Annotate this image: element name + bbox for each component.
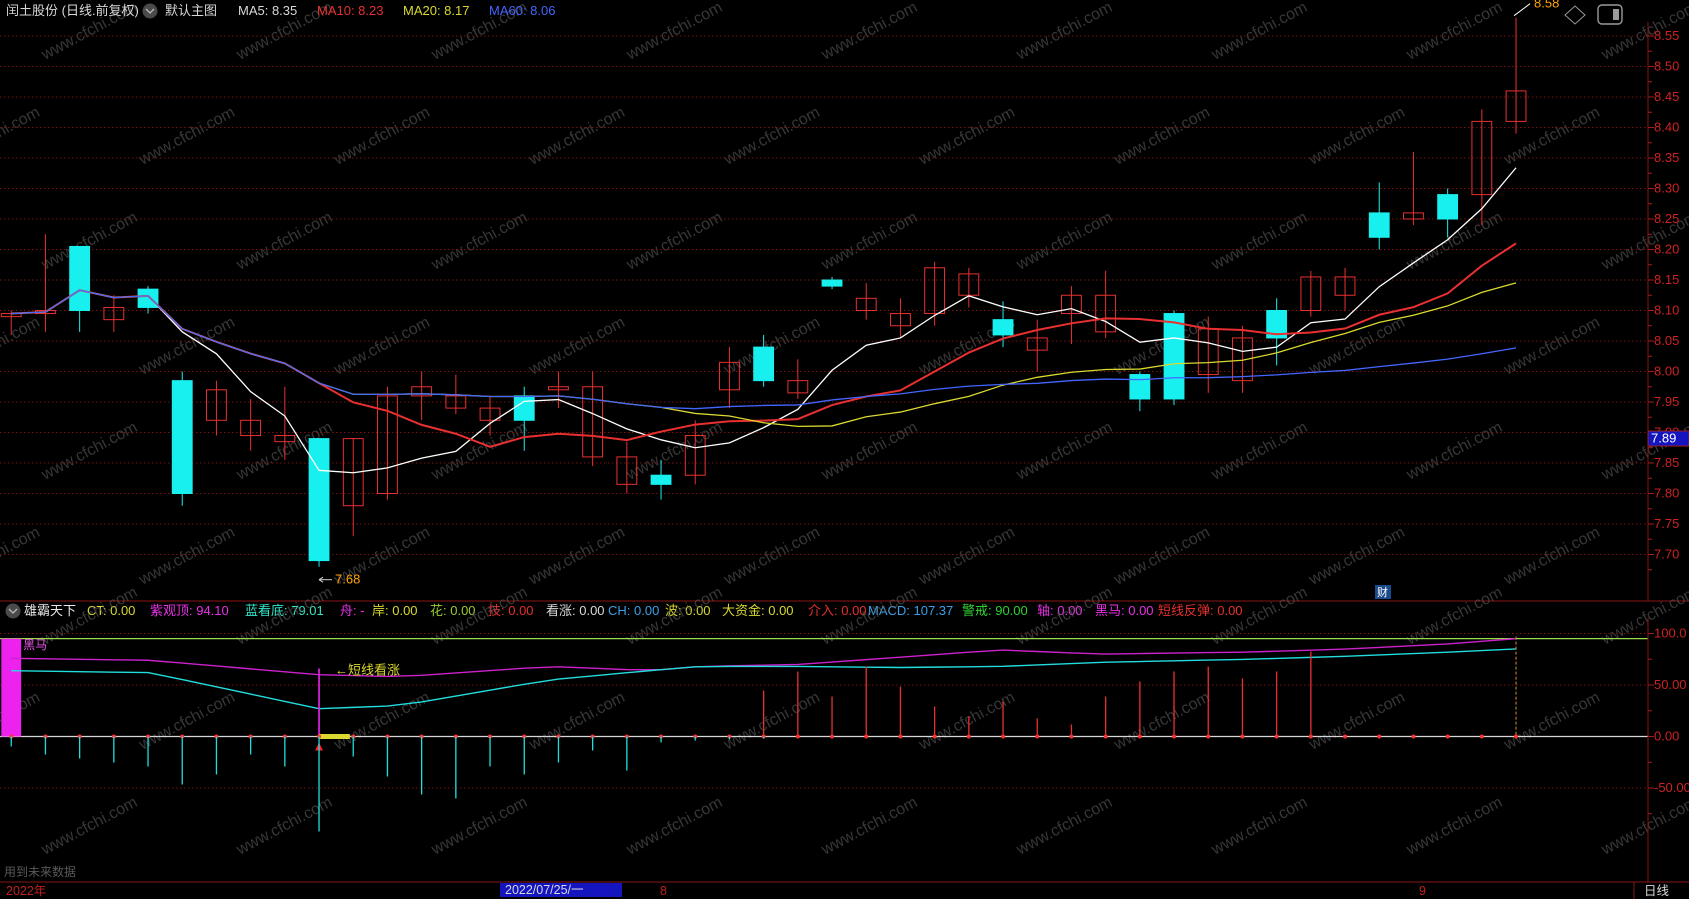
svg-text:2022年: 2022年 xyxy=(6,884,46,898)
svg-text:日线: 日线 xyxy=(1644,884,1670,898)
svg-text:0.00: 0.00 xyxy=(1654,729,1679,744)
svg-text:大资金: 0.00: 大资金: 0.00 xyxy=(722,603,794,618)
svg-text:看涨: 0.00: 看涨: 0.00 xyxy=(546,603,605,618)
svg-text:8.55: 8.55 xyxy=(1654,28,1679,43)
svg-text:8.25: 8.25 xyxy=(1654,211,1679,226)
svg-text:MA20: 8.17: MA20: 8.17 xyxy=(403,3,470,18)
svg-text:2022/07/25/一: 2022/07/25/一 xyxy=(505,883,584,897)
svg-text:MA10: 8.23: MA10: 8.23 xyxy=(317,3,384,18)
svg-text:8.20: 8.20 xyxy=(1654,242,1679,257)
svg-text:MA5: 8.35: MA5: 8.35 xyxy=(238,3,297,18)
svg-text:8.15: 8.15 xyxy=(1654,272,1679,287)
svg-text:闰土股份 (日线.前复权): 闰土股份 (日线.前复权) xyxy=(6,3,139,18)
svg-text:7.68: 7.68 xyxy=(335,572,360,587)
svg-text:MA60: 8.06: MA60: 8.06 xyxy=(489,3,556,18)
svg-text:黑马: 0.00: 黑马: 0.00 xyxy=(1095,603,1154,618)
svg-text:8.30: 8.30 xyxy=(1654,181,1679,196)
svg-text:默认主图: 默认主图 xyxy=(165,3,217,18)
svg-text:CH: 0.00: CH: 0.00 xyxy=(608,603,659,618)
svg-text:50.00: 50.00 xyxy=(1654,677,1687,692)
svg-text:8.40: 8.40 xyxy=(1654,120,1679,135)
svg-text:7.70: 7.70 xyxy=(1654,547,1679,562)
svg-text:财: 财 xyxy=(1377,585,1388,599)
svg-text:8: 8 xyxy=(660,884,667,898)
svg-text:黑马: 黑马 xyxy=(23,638,47,652)
svg-text:7.80: 7.80 xyxy=(1654,486,1679,501)
svg-text:雄霸天下: 雄霸天下 xyxy=(24,603,76,618)
svg-text:7.75: 7.75 xyxy=(1654,516,1679,531)
svg-text:8.35: 8.35 xyxy=(1654,150,1679,165)
svg-text:7.89: 7.89 xyxy=(1651,431,1676,446)
svg-text:8.00: 8.00 xyxy=(1654,364,1679,379)
svg-text:8.50: 8.50 xyxy=(1654,59,1679,74)
svg-text:7.85: 7.85 xyxy=(1654,455,1679,470)
svg-text:警戒: 90.00: 警戒: 90.00 xyxy=(962,603,1028,618)
svg-text:9: 9 xyxy=(1419,884,1426,898)
svg-text:7.95: 7.95 xyxy=(1654,394,1679,409)
svg-text:8.58: 8.58 xyxy=(1534,0,1559,11)
svg-text:8.10: 8.10 xyxy=(1654,303,1679,318)
svg-text:用到未来数据: 用到未来数据 xyxy=(4,864,76,879)
svg-text:8.45: 8.45 xyxy=(1654,89,1679,104)
svg-text:岸: 0.00: 岸: 0.00 xyxy=(372,603,418,618)
svg-text:短线反弹: 0.00: 短线反弹: 0.00 xyxy=(1158,603,1243,618)
svg-text:←短线看涨: ←短线看涨 xyxy=(335,663,400,678)
svg-text:100.0: 100.0 xyxy=(1654,626,1687,641)
svg-text:8.05: 8.05 xyxy=(1654,333,1679,348)
svg-text:舟: -: 舟: - xyxy=(340,603,365,618)
svg-text:紫观顶: 94.10: 紫观顶: 94.10 xyxy=(150,603,229,618)
svg-text:-50.00: -50.00 xyxy=(1654,780,1689,795)
